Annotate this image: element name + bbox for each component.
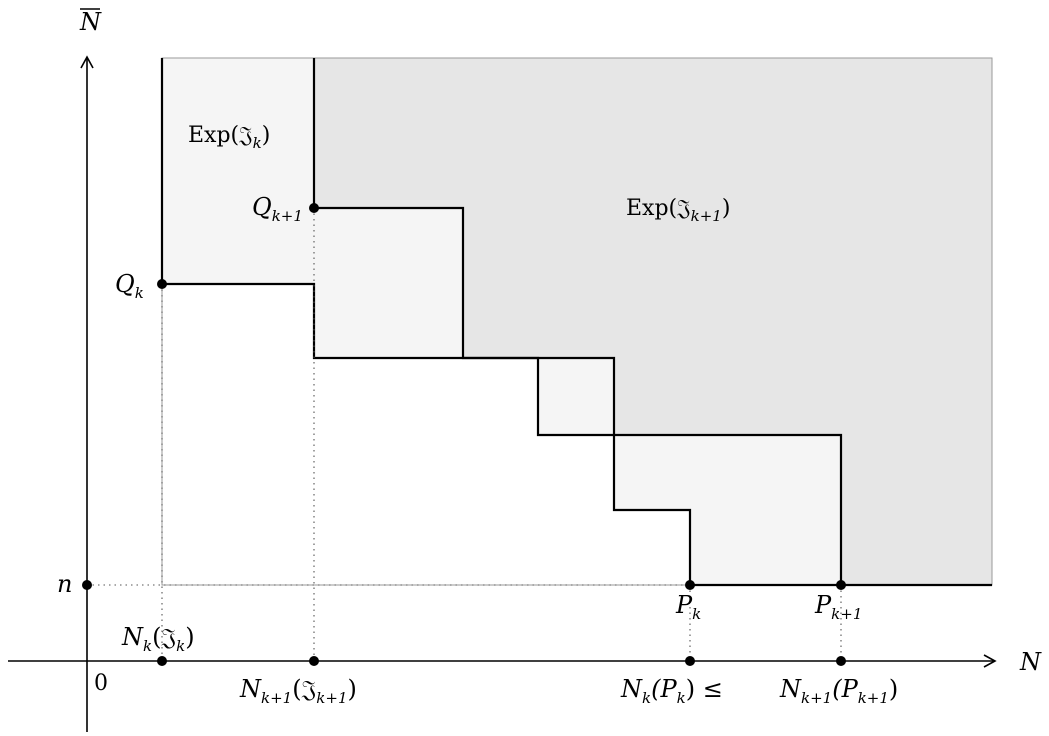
origin-label: 0 xyxy=(94,671,108,696)
point-nk-jk xyxy=(157,656,167,666)
label-nk1-pk1: Nk+1(Pk+1) xyxy=(779,675,898,707)
point-pk1 xyxy=(836,580,846,590)
exp-jk-label: Exp(𝔍k) xyxy=(188,123,270,152)
label-nk-pk: Nk(Pk) ≤ xyxy=(620,675,723,707)
point-pk xyxy=(685,580,695,590)
point-qk-label: Qk xyxy=(115,270,144,302)
point-nk1-pk1 xyxy=(836,656,846,666)
exp-jk1-label: Exp(𝔍k+1) xyxy=(626,196,730,225)
point-pk-label: Pk xyxy=(675,591,701,623)
point-qk1 xyxy=(309,203,319,213)
exp-jk1-region xyxy=(314,58,992,585)
point-qk1-label: Qk+1 xyxy=(252,193,303,225)
point-nk1-jk1 xyxy=(309,656,319,666)
exp-jk1-boundary xyxy=(312,58,843,585)
point-pk1-label: Pk+1 xyxy=(814,591,862,623)
x-axis-label: N xyxy=(1019,648,1042,676)
exp-jk-boundary xyxy=(160,58,692,585)
label-nk-jk: Nk(𝔍k) xyxy=(121,623,195,655)
y-tick-n: n xyxy=(57,570,72,598)
point-nk-pk xyxy=(685,656,695,666)
label-nk1-jk1: Nk+1(𝔍k+1) xyxy=(239,675,357,707)
y-axis-arrow-icon xyxy=(80,55,94,69)
x-axis-arrow-icon xyxy=(983,654,997,668)
y-axis-label: N xyxy=(79,8,102,36)
point-n xyxy=(82,580,92,590)
point-qk xyxy=(157,279,167,289)
